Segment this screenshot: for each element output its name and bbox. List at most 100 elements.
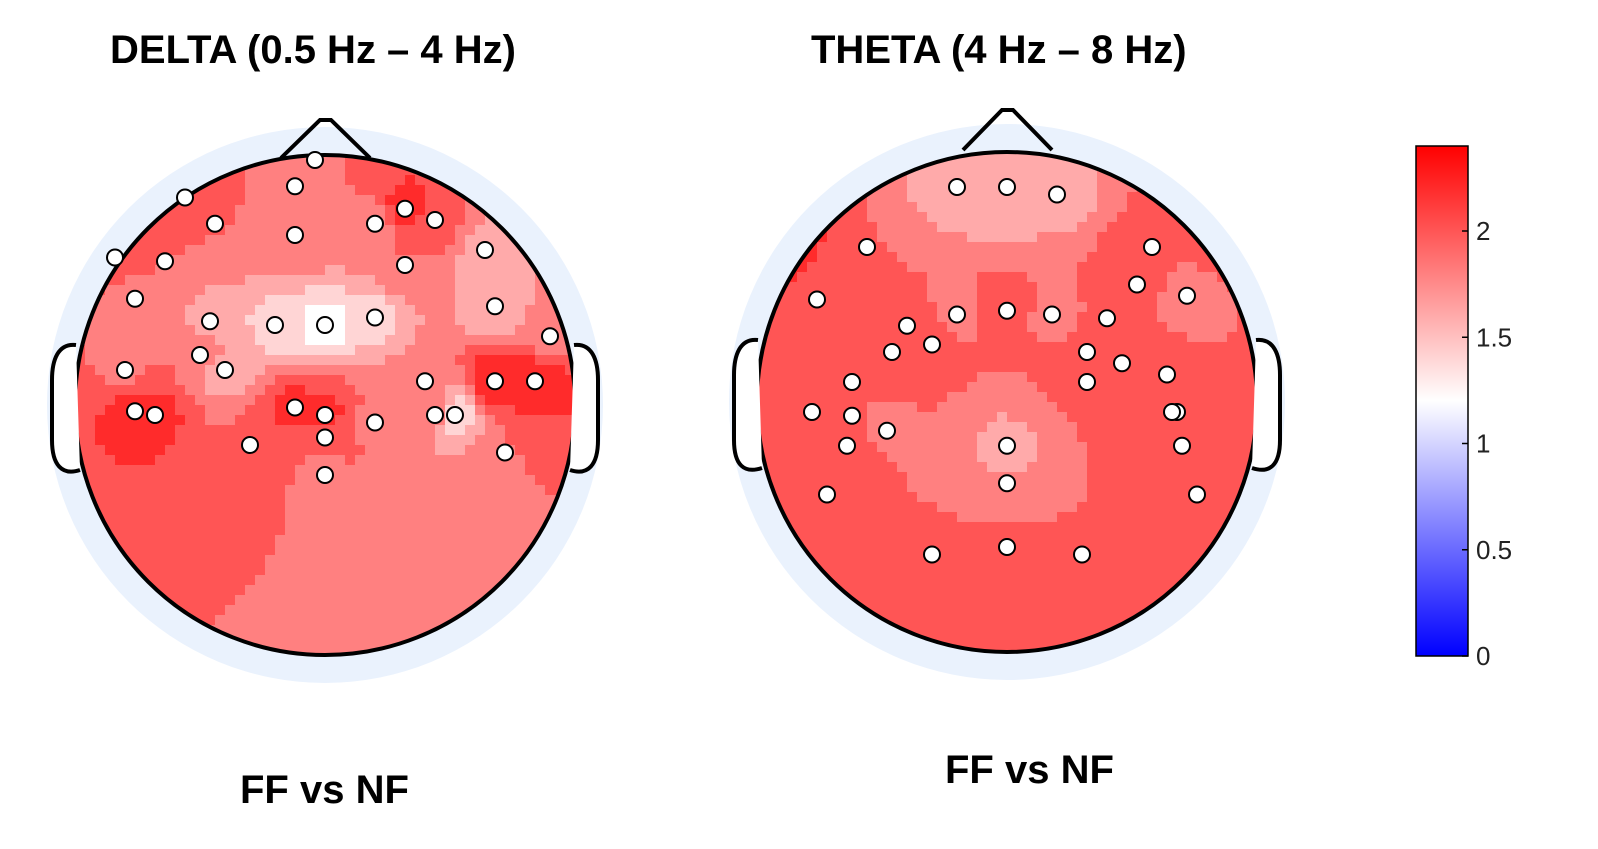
delta-heat-cell [275, 175, 286, 186]
theta-heat-cell [1147, 592, 1158, 603]
delta-heat-cell [295, 335, 306, 346]
theta-heat-cell [887, 262, 898, 273]
theta-heat-cell [1077, 412, 1088, 423]
delta-heat-cell [225, 555, 236, 566]
theta-heat-cell [1047, 502, 1058, 513]
delta-heat-cell [205, 585, 216, 596]
theta-heat-cell [1007, 202, 1018, 213]
theta-heat-cell [967, 492, 978, 503]
delta-heat-cell [275, 605, 286, 616]
delta-heat-cell [385, 565, 396, 576]
theta-electrode-dot [858, 238, 876, 256]
theta-heat-cell [957, 542, 968, 553]
delta-heat-cell [365, 485, 376, 496]
theta-heat-cell [1017, 562, 1028, 573]
delta-heat-cell [385, 225, 396, 236]
delta-heat-cell [285, 275, 296, 286]
theta-heat-cell [957, 602, 968, 613]
theta-heat-cell [897, 412, 908, 423]
delta-heat-cell [465, 215, 476, 226]
delta-heat-cell [495, 435, 506, 446]
theta-heat-cell [987, 372, 998, 383]
theta-heat-cell [957, 342, 968, 353]
theta-heat-cell [767, 402, 778, 413]
delta-heat-cell [345, 435, 356, 446]
delta-heat-cell [455, 425, 466, 436]
delta-heat-cell [475, 425, 486, 436]
theta-heat-cell [867, 312, 878, 323]
delta-heat-cell [555, 405, 566, 416]
delta-heat-cell [135, 555, 146, 566]
theta-heat-cell [787, 332, 798, 343]
delta-heat-cell [305, 225, 316, 236]
theta-heat-cell [857, 352, 868, 363]
theta-heat-cell [987, 602, 998, 613]
delta-heat-cell [565, 425, 575, 436]
theta-heat-cell [1067, 612, 1078, 623]
theta-heat-cell [1097, 612, 1108, 623]
theta-heat-cell [817, 282, 828, 293]
delta-heat-cell [265, 575, 276, 586]
theta-heat-cell [967, 582, 978, 593]
delta-heat-cell [165, 575, 176, 586]
delta-heat-cell [265, 215, 276, 226]
delta-heat-cell [305, 445, 316, 456]
delta-heat-cell [85, 415, 96, 426]
theta-heat-cell [1007, 592, 1018, 603]
delta-heat-cell [295, 475, 306, 486]
theta-heat-cell [877, 282, 888, 293]
theta-heat-cell [1057, 282, 1068, 293]
delta-heat-cell [175, 445, 186, 456]
delta-heat-cell [215, 575, 226, 586]
theta-heat-cell [1187, 302, 1198, 313]
theta-heat-cell [1077, 232, 1088, 243]
delta-heat-cell [355, 505, 366, 516]
delta-heat-cell [245, 455, 256, 466]
delta-heat-cell [235, 295, 246, 306]
theta-heat-cell [1107, 282, 1118, 293]
delta-heat-cell [415, 465, 426, 476]
delta-heat-cell [185, 305, 196, 316]
theta-heat-cell [797, 502, 808, 513]
delta-heat-cell [315, 265, 326, 276]
delta-heat-cell [405, 415, 416, 426]
theta-heat-cell [877, 252, 888, 263]
theta-heat-cell [1107, 382, 1118, 393]
delta-heat-cell [235, 605, 246, 616]
delta-heat-cell [155, 495, 166, 506]
theta-heat-cell [1027, 372, 1038, 383]
theta-heat-cell [947, 282, 958, 293]
delta-heat-cell [215, 315, 226, 326]
theta-heat-cell [867, 592, 878, 603]
delta-heat-cell [425, 555, 436, 566]
delta-heat-cell [435, 225, 446, 236]
delta-heat-cell [505, 515, 516, 526]
theta-heat-cell [1117, 392, 1128, 403]
theta-heat-cell [897, 312, 908, 323]
delta-heat-cell [285, 385, 296, 396]
delta-heat-cell [235, 205, 246, 216]
delta-heat-cell [465, 255, 476, 266]
delta-heat-cell [345, 605, 356, 616]
delta-heat-cell [225, 205, 236, 216]
delta-heat-cell [135, 355, 146, 366]
delta-heat-cell [245, 335, 256, 346]
delta-heat-cell [455, 475, 466, 486]
delta-heat-cell [285, 435, 296, 446]
delta-heat-cell [405, 615, 416, 626]
theta-heat-cell [907, 372, 918, 383]
delta-heat-cell [425, 515, 436, 526]
theta-heat-cell [797, 342, 808, 353]
theta-electrode-dot [838, 436, 856, 455]
theta-heat-cell [937, 312, 948, 323]
theta-heat-cell [877, 342, 888, 353]
theta-heat-cell [1017, 202, 1028, 213]
theta-heat-cell [927, 362, 938, 373]
delta-heat-cell [195, 585, 206, 596]
delta-heat-cell [475, 305, 486, 316]
theta-heat-cell [907, 432, 918, 443]
delta-heat-cell [305, 285, 316, 296]
theta-heat-cell [1007, 452, 1018, 463]
theta-heat-cell [1157, 272, 1168, 283]
theta-heat-cell [807, 392, 818, 403]
